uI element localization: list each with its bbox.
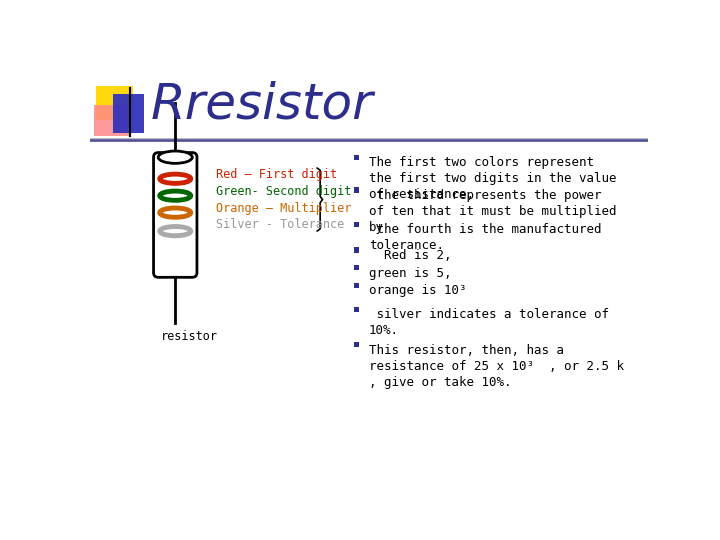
Text: orange is 10³: orange is 10³: [369, 284, 467, 297]
FancyBboxPatch shape: [94, 105, 131, 136]
Text: The first two colors represent
the first two digits in the value
of resistance,: The first two colors represent the first…: [369, 157, 616, 201]
Text: the third represents the power
of ten that it must be multiplied
by: the third represents the power of ten th…: [369, 189, 616, 234]
Text: This resistor, then, has a
resistance of 25 x 10³  , or 2.5 k
, give or take 10%: This resistor, then, has a resistance of…: [369, 343, 624, 389]
Ellipse shape: [158, 151, 192, 164]
Bar: [354, 283, 359, 288]
Bar: [354, 247, 359, 253]
FancyBboxPatch shape: [113, 94, 144, 132]
Bar: [354, 342, 359, 347]
Bar: [354, 307, 359, 312]
Text: silver indicates a tolerance of
10%.: silver indicates a tolerance of 10%.: [369, 308, 609, 337]
Bar: [354, 187, 359, 193]
Text: resistor: resistor: [161, 330, 218, 343]
FancyBboxPatch shape: [96, 86, 133, 120]
Text: Rresistor: Rresistor: [150, 81, 373, 129]
Text: Orange – Multiplier: Orange – Multiplier: [215, 201, 351, 214]
FancyBboxPatch shape: [153, 153, 197, 278]
Text: green is 5,: green is 5,: [369, 267, 451, 280]
Text: the fourth is the manufactured
tolerance.: the fourth is the manufactured tolerance…: [369, 224, 601, 252]
Text: Silver - Tolerance: Silver - Tolerance: [215, 219, 344, 232]
Bar: [354, 222, 359, 227]
Text: Red – First digit: Red – First digit: [215, 167, 337, 181]
Bar: [354, 155, 359, 160]
Bar: [354, 265, 359, 271]
Text: Green- Second digit: Green- Second digit: [215, 185, 351, 198]
Text: Red is 2,: Red is 2,: [369, 249, 451, 262]
